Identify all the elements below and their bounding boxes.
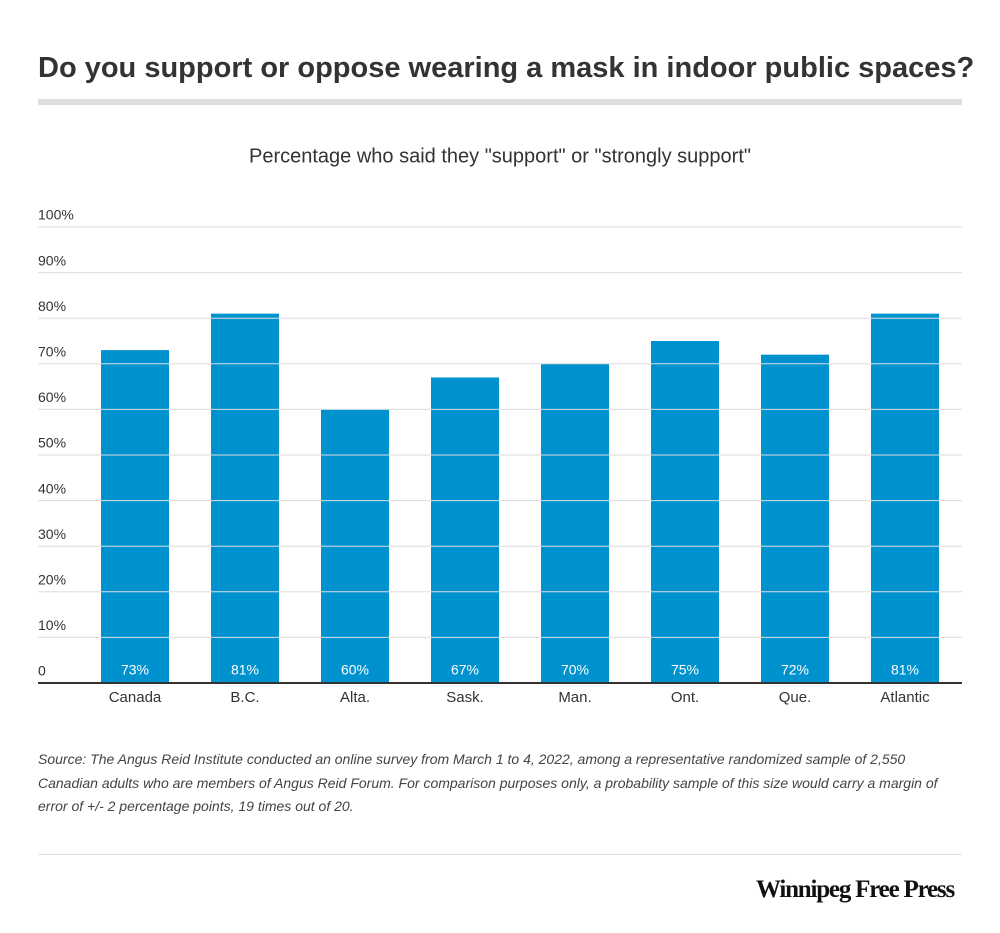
value-label: 81%: [231, 662, 259, 678]
value-label: 75%: [671, 662, 699, 678]
x-tick-label: Ont.: [671, 689, 699, 706]
x-tick-label: B.C.: [230, 689, 259, 706]
logo: Winnipeg Free Press: [755, 876, 955, 903]
x-tick-label: Atlantic: [880, 689, 930, 706]
bar: [871, 313, 939, 683]
y-tick-label: 90%: [38, 252, 66, 268]
value-label: 81%: [891, 662, 919, 678]
x-tick-label: Man.: [558, 689, 591, 706]
bar: [541, 363, 609, 683]
value-label: 70%: [561, 662, 589, 678]
value-label: 67%: [451, 662, 479, 678]
y-tick-label: 0: [38, 663, 46, 679]
chart-subtitle: Percentage who said they "support" or "s…: [249, 145, 751, 167]
x-tick-label: Alta.: [340, 689, 370, 706]
y-tick-label: 50%: [38, 435, 66, 451]
bar: [651, 341, 719, 683]
x-tick-label: Que.: [779, 689, 812, 706]
y-tick-label: 100%: [38, 207, 74, 223]
value-label: 72%: [781, 662, 809, 678]
title-rule: [38, 99, 962, 105]
x-tick-label: Sask.: [446, 689, 484, 706]
y-tick-label: 20%: [38, 572, 66, 588]
y-tick-label: 30%: [38, 526, 66, 542]
separator: [38, 854, 962, 855]
bar: [431, 377, 499, 683]
bar: [761, 354, 829, 683]
y-tick-label: 60%: [38, 389, 66, 405]
y-tick-label: 10%: [38, 617, 66, 633]
x-tick-label: Canada: [109, 689, 162, 706]
value-label: 73%: [121, 662, 149, 678]
y-tick-label: 70%: [38, 344, 66, 360]
bar: [211, 313, 279, 683]
y-tick-label: 80%: [38, 298, 66, 314]
chart-title: Do you support or oppose wearing a mask …: [38, 52, 975, 84]
y-tick-label: 40%: [38, 480, 66, 496]
value-label: 60%: [341, 662, 369, 678]
source-note: Source: The Angus Reid Institute conduct…: [38, 751, 938, 814]
bar: [101, 350, 169, 683]
